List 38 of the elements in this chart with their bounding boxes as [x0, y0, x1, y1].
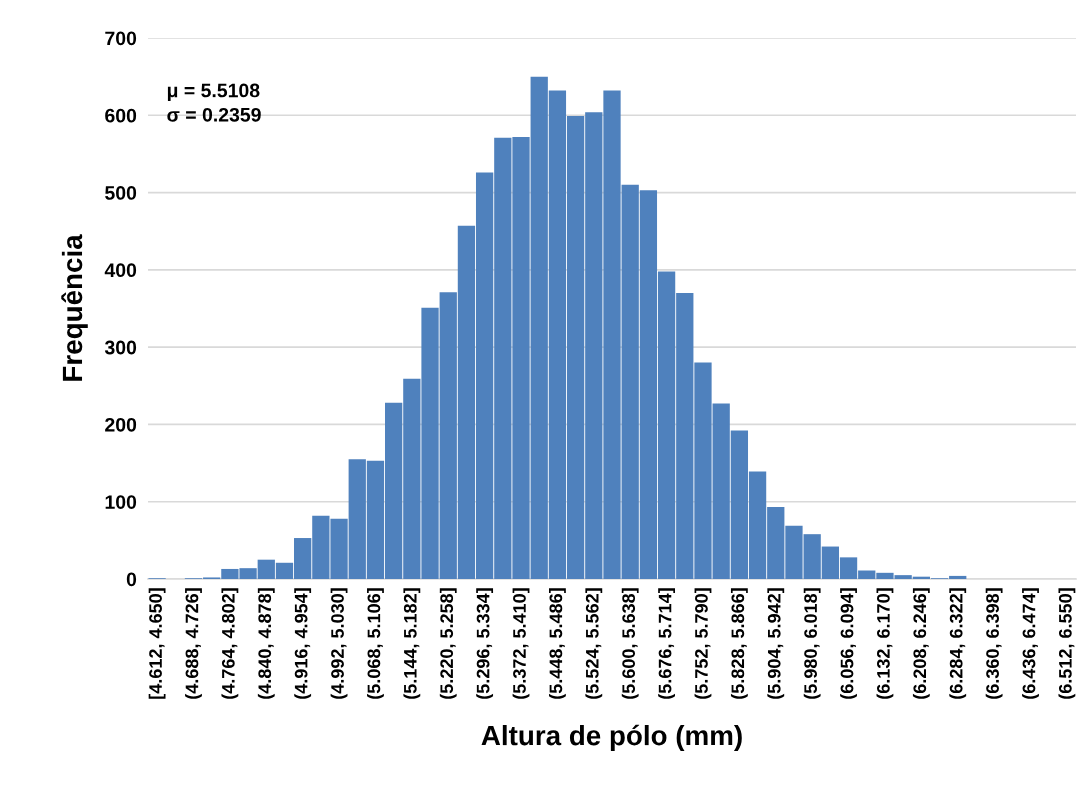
x-tick-label: (5.372, 5.410]: [512, 588, 530, 699]
annotation: σ = 0.2359: [167, 107, 261, 122]
x-tick-label: (5.448, 5.486]: [549, 588, 566, 699]
x-axis-title: Altura de pólo (mm): [481, 724, 742, 751]
y-tick-label: 500: [105, 186, 137, 200]
x-tick-label: (5.296, 5.334]: [476, 588, 494, 699]
x-tick-label: (6.132, 6.170]: [876, 588, 894, 699]
annotation: μ = 5.5108: [167, 83, 260, 102]
y-tick-label: 700: [105, 31, 137, 46]
y-tick-label: 200: [105, 417, 137, 432]
y-tick-label: 600: [105, 108, 137, 123]
x-tick-label: (4.764, 4.802]: [221, 588, 239, 699]
x-tick-label: (4.688, 4.726]: [185, 588, 202, 699]
y-tick-label: 400: [104, 263, 137, 278]
x-tick-label: (4.916, 4.954]: [294, 588, 312, 699]
x-tick-label: (4.840, 4.878]: [257, 588, 275, 699]
x-tick-label: [4.612, 4.650]: [148, 588, 166, 699]
y-tick-label: 300: [104, 340, 137, 355]
y-tick-label: 0: [126, 572, 137, 587]
x-tick-label: (5.524, 5.562]: [585, 588, 603, 699]
x-tick-label: (5.676, 5.714]: [658, 588, 675, 699]
y-tick-label: 100: [105, 495, 137, 509]
x-tick-label: (6.360, 6.398]: [985, 588, 1003, 699]
x-tick-label: (6.512, 6.550]: [1058, 588, 1076, 699]
x-tick-label: (6.284, 6.322]: [949, 588, 967, 699]
x-tick-label: (5.980, 6.018]: [803, 588, 821, 699]
x-tick-label: (5.600, 5.638]: [621, 588, 639, 699]
x-tick-label: (5.828, 5.866]: [730, 588, 748, 699]
x-tick-label: (4.992, 5.030]: [330, 588, 348, 699]
x-tick-label: (5.220, 5.258]: [439, 588, 457, 699]
x-tick-label: (5.068, 5.106]: [367, 588, 384, 699]
x-tick-label: (6.436, 6.474]: [1022, 588, 1039, 699]
x-tick-label: (5.144, 5.182]: [403, 588, 421, 699]
x-tick-label: (5.904, 5.942]: [767, 588, 785, 699]
x-tick-label: (5.752, 5.790]: [694, 588, 712, 699]
x-tick-label: (6.056, 6.094]: [840, 588, 857, 699]
x-tick-label: (6.208, 6.246]: [912, 588, 930, 699]
y-axis-title: Frequência: [61, 234, 88, 381]
